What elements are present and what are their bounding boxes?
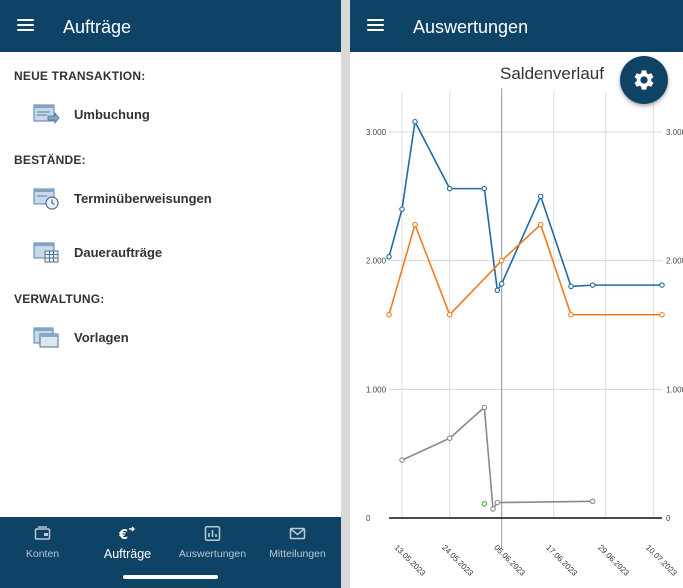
data-point: [412, 118, 418, 125]
menu-item-terminueberweisungen[interactable]: Terminüberweisungen: [32, 184, 332, 214]
menu-icon[interactable]: [367, 19, 384, 32]
y-tick-label-left: 0: [366, 514, 371, 523]
data-point: [412, 221, 418, 228]
svg-text:€: €: [119, 528, 128, 541]
data-point: [537, 193, 544, 200]
data-point: [386, 254, 392, 260]
data-point: [494, 499, 501, 506]
accounts-icon: [34, 526, 51, 540]
data-point: [399, 206, 405, 212]
data-point: [568, 283, 574, 290]
x-tick-label: 17.06.2023: [544, 543, 579, 578]
menu-item-label: Daueraufträge: [74, 245, 163, 260]
gear-icon: [634, 70, 654, 90]
y-tick-label-right: 2.000: [666, 257, 683, 266]
menu-icon[interactable]: [17, 19, 34, 32]
x-tick-label: 29.06.2023: [596, 543, 631, 578]
menu-item-dauerauftraege[interactable]: Daueraufträge: [32, 238, 332, 268]
analytics-icon: [204, 526, 221, 541]
y-tick-label-left: 1.000: [366, 385, 387, 394]
data-point: [481, 404, 488, 411]
x-tick-label: 05.06.2023: [492, 543, 527, 578]
settings-fab[interactable]: [620, 56, 668, 104]
y-tick-label-right: 3.000: [666, 128, 683, 137]
data-point: [589, 282, 596, 288]
data-point: [494, 287, 501, 294]
data-point: [659, 282, 665, 288]
menu-item-umbuchung[interactable]: Umbuchung: [32, 100, 332, 130]
section-management: VERWALTUNG:: [14, 292, 105, 306]
data-point: [481, 185, 488, 192]
data-point: [589, 498, 596, 505]
data-point: [446, 185, 453, 192]
x-tick-label: 10.07.2023: [644, 543, 679, 578]
data-point: [481, 501, 488, 507]
nav-label: Mitteilungen: [269, 548, 326, 560]
standing-order-icon: [33, 242, 59, 263]
orders-icon: €: [119, 526, 135, 541]
y-tick-label-left: 2.000: [366, 257, 387, 266]
analytics-screen: Auswertungen 0 0 1.000 1.000 2.000 2.000 3.000…: [350, 0, 683, 588]
data-point: [446, 311, 453, 318]
series-line: [401, 406, 593, 510]
home-indicator[interactable]: [123, 575, 218, 579]
section-holdings: BESTÄNDE:: [14, 153, 86, 167]
y-tick-label-left: 3.000: [366, 128, 387, 137]
series-line: [388, 223, 662, 316]
menu-item-label: Umbuchung: [74, 107, 150, 122]
nav-label: Auswertungen: [178, 548, 247, 560]
chart-title: Saldenverlauf: [500, 64, 604, 83]
page-title: Aufträge: [63, 17, 132, 37]
page-title: Auswertungen: [413, 17, 529, 37]
data-point: [446, 435, 453, 441]
data-point: [386, 311, 392, 318]
nav-konten[interactable]: Konten: [0, 517, 85, 565]
app-bar: Auswertungen: [350, 0, 683, 52]
transfer-icon: [33, 104, 60, 125]
data-point: [537, 221, 544, 228]
data-point: [659, 311, 665, 318]
menu-item-vorlagen[interactable]: Vorlagen: [32, 323, 332, 353]
data-point: [498, 281, 505, 287]
section-new-transaction: NEUE TRANSAKTION:: [14, 69, 146, 83]
data-point: [498, 257, 505, 264]
balance-chart[interactable]: 0 0 1.000 1.000 2.000 2.000 3.000 3.000 13.05.20…: [350, 52, 683, 588]
nav-auftraege[interactable]: € Aufträge: [85, 517, 170, 565]
mail-icon: [289, 527, 306, 540]
menu-item-label: Terminüberweisungen: [74, 191, 212, 206]
data-point: [399, 457, 405, 463]
y-tick-label-right: 1.000: [666, 385, 683, 394]
app-bar: Aufträge: [0, 0, 341, 52]
y-tick-label-right: 0: [666, 514, 671, 523]
nav-label: Konten: [25, 548, 60, 560]
scheduled-transfer-icon: [33, 188, 59, 210]
menu-item-label: Vorlagen: [74, 330, 129, 345]
orders-screen: Aufträge NEUE TRANSAKTION: Umbuchung BES…: [0, 0, 341, 588]
x-tick-label: 24.05.2023: [440, 543, 475, 578]
data-point: [568, 311, 574, 318]
nav-auswertungen[interactable]: Auswertungen: [170, 517, 255, 565]
data-point: [490, 506, 496, 512]
nav-mitteilungen[interactable]: Mitteilungen: [255, 517, 340, 565]
x-tick-label: 13.05.2023: [393, 543, 428, 578]
nav-label: Aufträge: [103, 547, 152, 561]
templates-icon: [33, 327, 59, 348]
